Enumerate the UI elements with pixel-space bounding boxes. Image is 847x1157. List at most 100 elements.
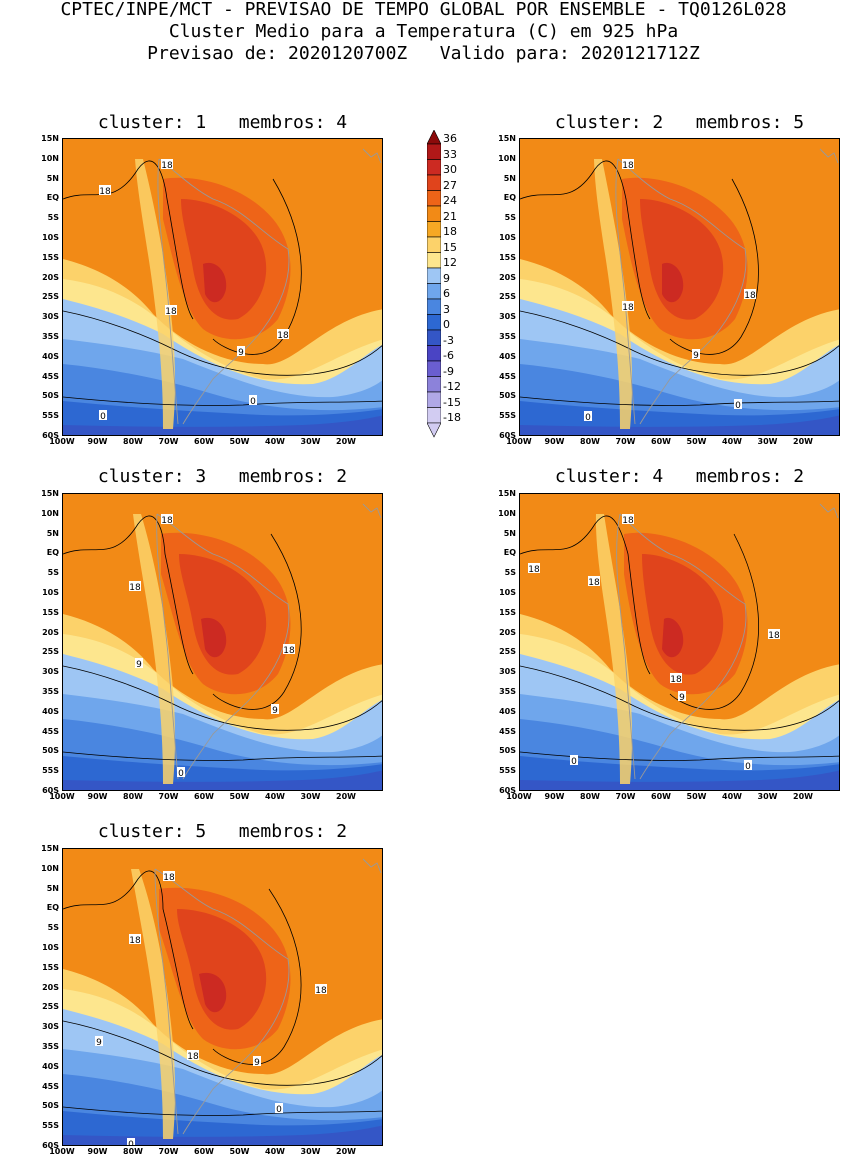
longitude-label: 100W (49, 792, 75, 801)
svg-text:0: 0 (128, 1140, 134, 1146)
contour-label: 9 (692, 349, 700, 361)
svg-text:18: 18 (99, 187, 111, 197)
latitude-label: 5S (504, 568, 516, 578)
colorbar-swatch (427, 143, 441, 160)
panel-title: cluster: 2 membros: 5 (554, 112, 805, 133)
latitude-label: 35S (499, 687, 516, 696)
latitude-label: 25S (42, 292, 59, 302)
longitude-label: 40W (265, 437, 285, 446)
svg-text:0: 0 (178, 769, 184, 779)
latitude-label: 10N (498, 508, 516, 518)
longitude-label: 40W (265, 1147, 285, 1156)
longitude-label: 50W (229, 1147, 250, 1156)
colorbar-swatch (427, 159, 441, 176)
temperature-map: 18 18 18 9 0 0 (519, 138, 840, 436)
colorbar-swatch (427, 190, 441, 207)
colorbar-swatch (427, 205, 441, 222)
latitude-label: 25S (42, 647, 59, 657)
latitude-label: 30S (42, 667, 59, 677)
longitude-label: 80W (123, 1147, 143, 1156)
latitude-label: 15N (41, 134, 59, 143)
latitude-label: 50S (499, 391, 516, 401)
latitude-label: 50S (42, 746, 59, 756)
contour-label: 0 (127, 1138, 135, 1146)
svg-text:18: 18 (163, 873, 175, 883)
svg-text:9: 9 (679, 693, 685, 703)
contour-label: 18 (315, 984, 327, 996)
latitude-label: 10N (41, 153, 59, 163)
longitude-label: 60W (651, 792, 671, 801)
latitude-label: 5S (47, 213, 59, 223)
latitude-label: 20S (42, 982, 59, 992)
latitude-label: 60S (42, 786, 59, 795)
colorbar-label: -18 (443, 411, 461, 424)
svg-text:18: 18 (129, 583, 141, 593)
contour-label: 9 (135, 658, 143, 670)
contour-label: 18 (622, 301, 634, 313)
latitude-label: 55S (499, 411, 516, 421)
latitude-label: EQ (503, 193, 516, 203)
contour-label: 18 (744, 289, 756, 301)
longitude-label: 80W (123, 437, 143, 446)
svg-text:18: 18 (768, 631, 780, 641)
latitude-label: 5N (503, 528, 516, 538)
latitude-label: 10N (41, 508, 59, 518)
temperature-map: 18 18 18 18 9 0 0 (62, 138, 383, 436)
latitude-label: 10S (499, 588, 516, 597)
svg-text:18: 18 (129, 936, 141, 946)
latitude-label: EQ (503, 548, 516, 558)
svg-text:0: 0 (585, 413, 591, 423)
svg-text:18: 18 (161, 161, 173, 171)
longitude-label: 20W (336, 437, 356, 446)
contour-label: 18 (161, 159, 173, 171)
svg-text:18: 18 (588, 578, 600, 588)
contour-label: 9 (271, 704, 279, 716)
colorbar-swatch (427, 314, 441, 331)
svg-text:0: 0 (276, 1105, 282, 1115)
colorbar-label: 15 (443, 240, 457, 254)
svg-text:9: 9 (693, 351, 699, 361)
longitude-label: 80W (123, 792, 143, 801)
colorbar-swatch (427, 360, 441, 377)
latitude-label: 60S (499, 431, 516, 440)
contour-label: 18 (187, 1050, 199, 1062)
contour-label: 0 (734, 399, 742, 411)
longitude-label: 100W (49, 1147, 75, 1156)
svg-text:0: 0 (745, 762, 751, 772)
contour-label: 18 (622, 514, 634, 526)
latitude-label: 40S (42, 351, 59, 361)
longitude-label: 70W (615, 792, 636, 801)
latitude-label: 15N (498, 489, 516, 498)
latitude-label: 5S (47, 923, 59, 933)
longitude-label: 30W (300, 792, 321, 801)
longitude-label: 70W (158, 437, 179, 446)
panel-title: cluster: 1 membros: 4 (97, 112, 348, 133)
longitude-label: 100W (49, 437, 75, 446)
svg-text:9: 9 (136, 660, 142, 670)
contour-label: 18 (163, 871, 175, 883)
latitude-label: 35S (42, 332, 59, 341)
latitude-label: 5N (46, 883, 59, 893)
svg-text:9: 9 (238, 348, 244, 358)
longitude-label: 60W (651, 437, 671, 446)
latitude-label: 40S (499, 351, 516, 361)
longitude-label: 90W (87, 792, 108, 801)
latitude-label: EQ (46, 903, 59, 913)
latitude-label: 15S (42, 607, 59, 617)
latitude-label: 60S (42, 1141, 59, 1150)
latitude-label: 15S (499, 607, 516, 617)
contour-label: 18 (768, 629, 780, 641)
svg-text:18: 18 (277, 331, 289, 341)
latitude-label: 10S (42, 233, 59, 242)
map-field: 18 18 18 9 0 0 (520, 139, 839, 435)
latitude-label: 45S (499, 371, 516, 381)
latitude-label: 50S (42, 391, 59, 401)
latitude-label: 45S (42, 371, 59, 381)
colorbar-swatch (427, 298, 441, 315)
svg-text:18: 18 (622, 303, 634, 313)
latitude-label: 15N (41, 844, 59, 853)
svg-text:18: 18 (622, 161, 634, 171)
latitude-label: 15S (499, 252, 516, 262)
colorbar-swatch (427, 221, 441, 238)
panel-title: cluster: 5 membros: 2 (97, 821, 348, 842)
